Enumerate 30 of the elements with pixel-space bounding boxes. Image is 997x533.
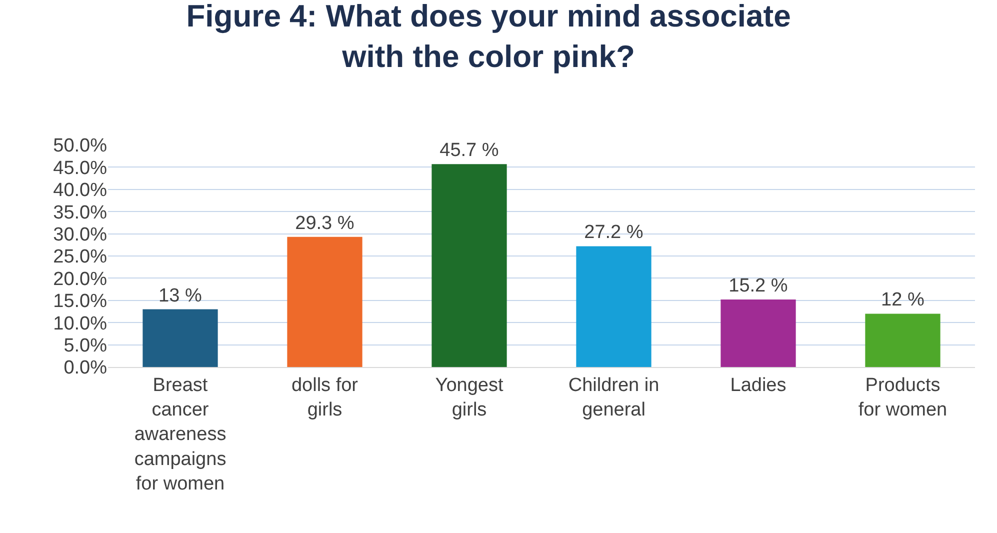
bar — [432, 164, 507, 367]
y-tick-label: 0.0% — [64, 358, 108, 379]
bar — [142, 309, 218, 367]
y-tick-label: 15.0% — [53, 291, 108, 312]
y-tick-label: 20.0% — [53, 268, 108, 290]
y-tick-label: 35.0% — [53, 202, 108, 224]
y-tick-label: 50.0% — [53, 136, 108, 157]
bar — [865, 314, 940, 367]
chart-title: Figure 4: What does your mind associate with the color pink? — [186, 0, 791, 74]
bar — [287, 236, 362, 367]
y-tick-label: 10.0% — [53, 313, 108, 334]
y-tick-label: 30.0% — [53, 224, 108, 246]
data-label: 15.2 % — [728, 276, 788, 297]
x-tick-label: Breast cancer awareness campaigns for women — [134, 374, 226, 495]
y-tick-label: 40.0% — [53, 180, 108, 202]
x-tick-label: Products for women — [858, 374, 948, 420]
x-tick-label: Yongest girls — [435, 374, 504, 420]
x-tick-label: Children in general — [568, 374, 660, 420]
x-tick-label: Ladies — [730, 374, 786, 396]
x-tick-label: dolls for girls — [291, 374, 359, 420]
data-label: 13 % — [158, 285, 202, 306]
y-tick-label: 5.0% — [64, 335, 108, 356]
bar — [576, 246, 652, 367]
data-label: 12 % — [881, 290, 924, 311]
y-tick-label: 45.0% — [53, 158, 108, 179]
data-label: 45.7 % — [440, 140, 499, 162]
data-label: 27.2 % — [584, 222, 644, 244]
bar — [720, 300, 796, 367]
y-tick-label: 25.0% — [53, 246, 108, 268]
data-label: 29.3 % — [295, 212, 354, 234]
